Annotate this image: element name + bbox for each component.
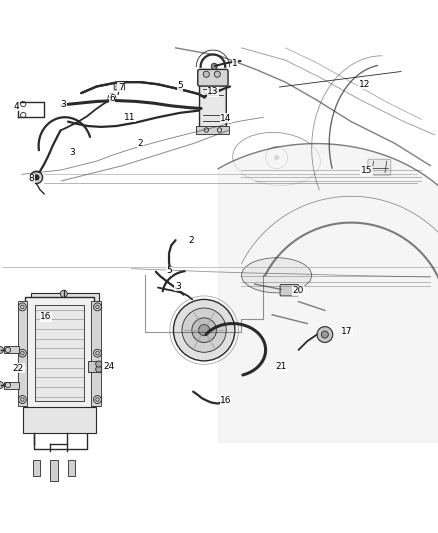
Text: 8: 8 [28, 174, 35, 183]
Bar [18, 301, 27, 406]
Text: 20: 20 [292, 286, 304, 295]
Circle shape [93, 303, 101, 311]
Text: 21: 21 [275, 362, 286, 371]
Circle shape [18, 303, 26, 311]
Circle shape [95, 366, 102, 373]
Text: 3: 3 [69, 148, 75, 157]
Text: 1: 1 [231, 59, 237, 68]
Circle shape [273, 155, 279, 160]
Text: 13: 13 [207, 87, 218, 96]
Circle shape [93, 349, 101, 357]
Bar [68, 459, 75, 477]
Circle shape [0, 346, 4, 353]
Circle shape [108, 94, 116, 102]
Bar [88, 361, 101, 372]
Circle shape [182, 308, 226, 352]
Text: 2: 2 [138, 139, 143, 148]
Text: 6: 6 [109, 94, 115, 103]
Bar [196, 126, 229, 134]
Text: 11: 11 [124, 113, 135, 122]
FancyBboxPatch shape [199, 81, 226, 127]
Circle shape [60, 290, 67, 297]
Circle shape [93, 395, 101, 403]
Text: 2: 2 [188, 236, 193, 245]
Circle shape [30, 171, 42, 183]
Text: 24: 24 [103, 362, 114, 371]
Circle shape [0, 382, 4, 389]
Text: 22: 22 [13, 364, 24, 373]
Circle shape [214, 71, 220, 77]
Circle shape [191, 318, 216, 342]
Text: 4: 4 [14, 102, 19, 111]
Circle shape [95, 361, 102, 367]
FancyBboxPatch shape [279, 285, 298, 296]
Text: 14: 14 [220, 114, 231, 123]
Circle shape [33, 174, 39, 181]
Bar [50, 459, 57, 481]
Text: 3: 3 [60, 100, 67, 109]
Text: 16: 16 [40, 312, 52, 321]
Text: 15: 15 [360, 166, 371, 175]
Text: 3: 3 [174, 282, 180, 291]
Circle shape [211, 63, 217, 69]
Text: 5: 5 [177, 81, 183, 90]
Bar [4, 382, 19, 389]
Bar [91, 301, 101, 406]
Bar [4, 346, 19, 353]
Bar [23, 407, 95, 433]
Circle shape [18, 395, 26, 403]
Bar [35, 305, 84, 401]
Text: 12: 12 [358, 80, 369, 89]
Circle shape [316, 327, 332, 342]
Text: 17: 17 [340, 327, 352, 336]
Circle shape [203, 71, 209, 77]
Circle shape [173, 300, 234, 361]
Text: 5: 5 [166, 266, 172, 276]
Bar [31, 293, 99, 405]
Circle shape [198, 325, 209, 336]
FancyBboxPatch shape [197, 69, 228, 86]
Bar [33, 459, 40, 477]
FancyBboxPatch shape [367, 159, 390, 175]
FancyBboxPatch shape [114, 83, 124, 90]
Circle shape [321, 331, 328, 338]
Circle shape [18, 349, 26, 357]
Text: 16: 16 [220, 396, 231, 405]
Text: 7: 7 [117, 83, 124, 92]
Ellipse shape [241, 258, 311, 293]
Bar [25, 297, 93, 409]
